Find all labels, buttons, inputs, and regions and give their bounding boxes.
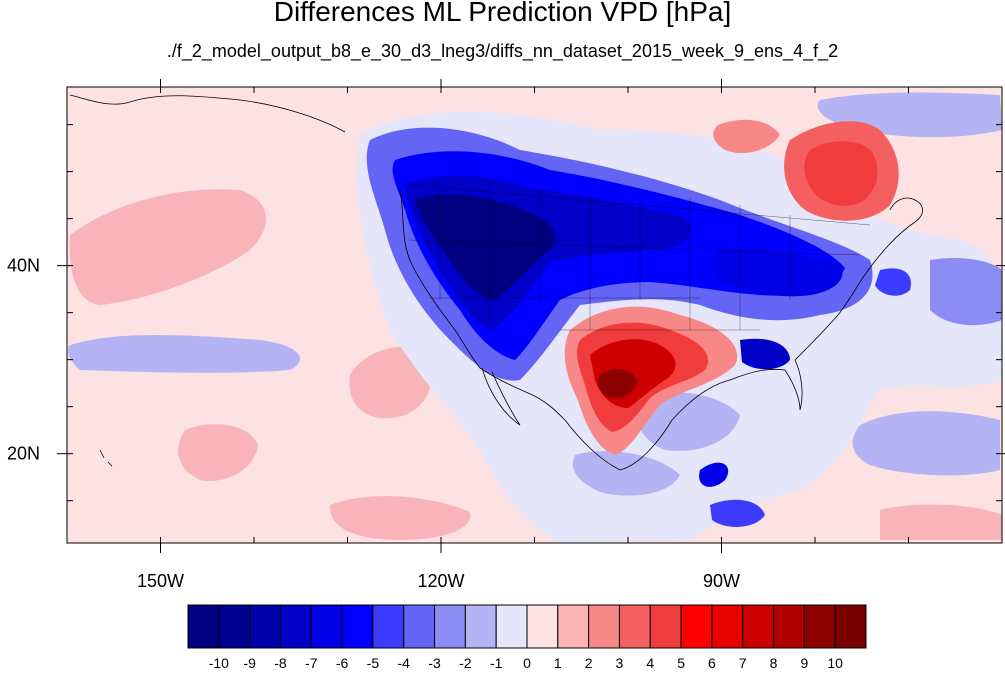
colorbar-swatch (649, 604, 682, 649)
colorbar-swatch (803, 604, 836, 649)
colorbar-swatch (557, 604, 590, 649)
map-subtitle: ./f_2_model_output_b8_e_30_d3_lneg3/diff… (166, 41, 839, 61)
x-tick-label: 90W (703, 571, 740, 591)
colorbar-label: -9 (243, 655, 256, 671)
axis-ticks: 150W 120W 90W 40N 20N (7, 79, 1005, 591)
colorbar-label: 3 (616, 655, 624, 671)
colorbar-swatch (742, 604, 775, 649)
colorbar-swatch (218, 604, 251, 649)
colorbar-label: 4 (646, 655, 654, 671)
colorbar-swatch (403, 604, 436, 649)
colorbar-label: -10 (209, 655, 229, 671)
colorbar-label: 7 (739, 655, 747, 671)
colorbar-swatch (372, 604, 405, 649)
colorbar: -10 -9 -8 -7 -6 -5 -4 -3 -2 -1 0 1 2 3 4 5 6 7 8 9 10 (187, 604, 867, 671)
colorbar-label: -3 (428, 655, 441, 671)
colorbar-label: -4 (398, 655, 411, 671)
colorbar-swatch (680, 604, 713, 649)
colorbar-swatch (711, 604, 744, 649)
colorbar-swatch (187, 604, 220, 649)
y-tick-label: 40N (7, 256, 40, 276)
colorbar-swatch (618, 604, 651, 649)
coastlines (69, 94, 923, 471)
colorbar-label: -8 (274, 655, 287, 671)
colorbar-label: 2 (585, 655, 593, 671)
colorbar-label: 10 (827, 655, 843, 671)
strong-positive-anomaly (564, 119, 899, 455)
colorbar-label: 8 (770, 655, 778, 671)
colorbar-swatch (249, 604, 281, 649)
colorbar-label: 9 (800, 655, 808, 671)
positive-anomaly-patches (69, 189, 1002, 540)
colorbar-swatch (773, 604, 805, 649)
map-plot-area (67, 87, 1002, 543)
colorbar-label: -6 (336, 655, 349, 671)
colorbar-swatch (588, 604, 620, 649)
state-borders (409, 184, 871, 331)
colorbar-swatch (310, 604, 343, 649)
colorbar-swatch (526, 604, 559, 649)
colorbar-label: 6 (708, 655, 716, 671)
colorbar-label: 5 (677, 655, 685, 671)
colorbar-label: -5 (367, 655, 380, 671)
colorbar-label: 1 (554, 655, 562, 671)
colorbar-swatch (834, 604, 867, 649)
colorbar-label: -2 (459, 655, 472, 671)
x-tick-label: 120W (417, 571, 464, 591)
colorbar-swatch (495, 604, 528, 649)
colorbar-label: -7 (305, 655, 318, 671)
strong-negative-anomaly (366, 127, 911, 381)
map-title: Differences ML Prediction VPD [hPa] (273, 0, 732, 27)
colorbar-label: 0 (523, 655, 531, 671)
colorbar-swatch (464, 604, 497, 649)
colorbar-label: -1 (490, 655, 503, 671)
y-tick-label: 20N (7, 444, 40, 464)
colorbar-swatch (434, 604, 466, 649)
x-tick-label: 150W (137, 571, 184, 591)
colorbar-swatch (341, 604, 374, 649)
colorbar-swatch (279, 604, 312, 649)
